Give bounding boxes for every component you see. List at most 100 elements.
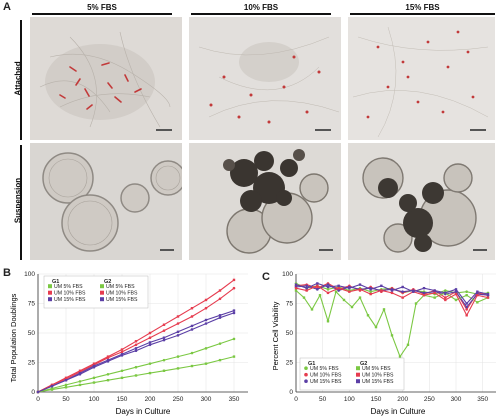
c-legend-label: UM 10% FBS [310,373,342,379]
b-point [120,376,124,380]
row-divider-attached [20,20,22,140]
c-point [444,291,447,295]
c-point [422,294,426,297]
c-point [433,289,436,292]
panel-b-letter: B [3,267,11,279]
c-legend-group1: G1 [308,361,315,367]
c-point [476,290,479,293]
b-point [176,315,180,318]
b-legend-label: UM 15% FBS [106,297,138,303]
row-divider-suspension [20,145,22,260]
b-point [106,373,110,376]
c-point [326,288,330,291]
b-point [64,386,68,389]
c-point [374,325,378,329]
column-divider-5 [32,13,172,15]
c-xtick-label: 200 [397,396,408,403]
b-point [120,353,124,356]
b-point [92,364,96,368]
b-ytick-label: 25 [28,360,36,367]
b-point [162,338,166,342]
b-point [162,323,166,326]
b-point [148,336,152,340]
b-legend-marker [100,284,104,289]
b-point [134,347,138,350]
c-legend-label: UM 5% FBS [362,366,391,372]
micrograph-suspension-15 [348,143,495,260]
c-legend-box [299,357,405,391]
b-legend-label: UM 10% FBS [106,291,138,297]
b-legend-label: UM 10% FBS [54,291,86,297]
c-point [348,286,351,290]
c-point [305,284,308,288]
micrograph-attached-5 [30,17,182,140]
b-point [106,358,110,362]
b-point [176,322,180,325]
c-point [326,283,330,286]
c-point [444,296,447,299]
c-point [390,334,394,337]
c-point [337,289,340,292]
b-point [190,324,194,328]
column-header-10: 10% FBS [243,3,279,12]
b-point [78,369,82,372]
b-point [204,298,208,302]
b-point [78,383,82,387]
c-point [380,289,383,292]
b-point [162,369,166,372]
b-point [134,349,138,352]
b-point [204,318,208,322]
c-point [401,285,404,289]
c-legend-marker [356,379,360,384]
c-point [337,284,340,287]
b-ytick-label: 100 [24,271,35,278]
c-point [465,308,468,311]
b-legend-marker [48,290,52,295]
c-point [316,282,319,285]
c-legend-label: UM 15% FBS [362,379,394,385]
c-legend-label: UM 5% FBS [310,366,339,372]
c-point [358,288,362,291]
c-ytick-label: 75 [286,301,294,308]
c-point [348,290,351,293]
c-point [310,308,314,311]
c-point [294,286,298,290]
c-point [454,288,458,291]
b-point [92,376,96,380]
b-point [162,358,166,362]
b-point [134,365,138,369]
b-legend-label: UM 5% FBS [54,284,83,290]
b-point [64,383,68,387]
c-point [433,296,436,299]
c-point [465,290,468,293]
c-legend-label: UM 10% FBS [362,373,394,379]
c-legend-marker [304,372,308,377]
c-point [433,291,436,295]
c-point [358,283,362,286]
c-point [390,291,394,295]
b-point [218,289,222,292]
b-point [134,343,138,347]
b-point [176,367,180,370]
c-xtick-label: 300 [451,396,462,403]
b-point [64,379,68,382]
b-legend-group1: G1 [52,279,59,285]
b-legend-marker [100,297,104,302]
c-point [302,296,306,299]
b-point [120,350,124,354]
c-legend-label: UM 15% FBS [310,379,342,385]
b-point [120,348,124,351]
b-point [204,362,208,365]
c-ytick-label: 100 [282,271,293,278]
b-legend-label: UM 5% FBS [106,284,135,290]
b-point [232,355,236,358]
row-label-suspension: Suspension [13,177,23,224]
column-header-15: 15% FBS [405,3,440,12]
b-point [78,380,82,383]
b-point [190,364,194,368]
column-divider-15 [350,13,495,15]
c-legend-marker [304,366,308,370]
b-legend-label: UM 15% FBS [54,297,86,303]
c-point [422,286,426,290]
